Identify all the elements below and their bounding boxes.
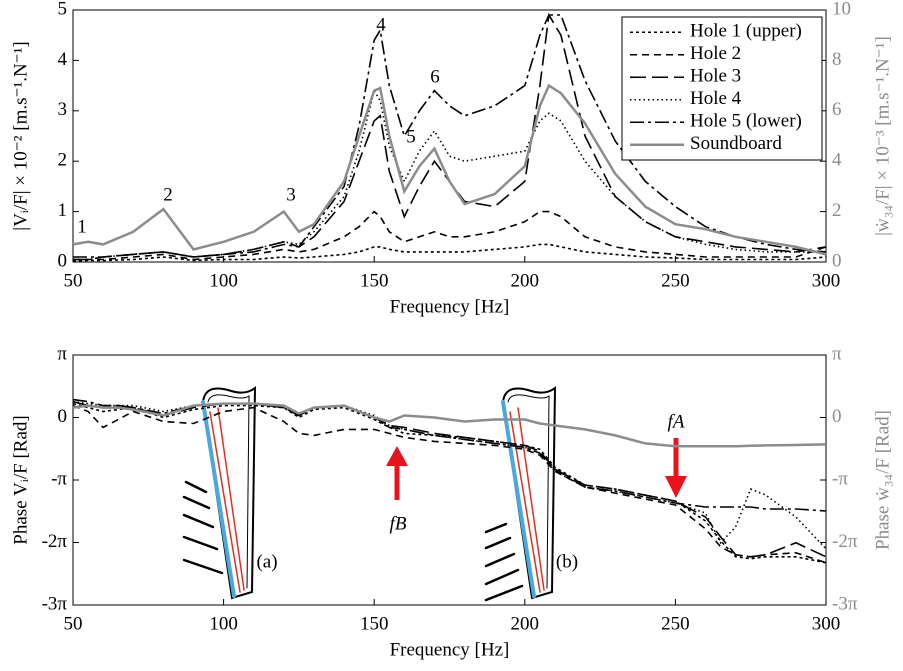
y-axis-label: |Vᵢ/F| × 10⁻² [m.s⁻¹.N⁻¹] — [10, 41, 31, 230]
y2-tick-label: -π — [832, 468, 848, 489]
annotation: 6 — [430, 66, 440, 87]
x-tick-label: 300 — [812, 270, 841, 291]
plot-frame — [72, 354, 827, 606]
series-line — [72, 243, 827, 262]
harp-icon — [182, 385, 257, 600]
series-line — [72, 83, 827, 256]
series-line — [73, 210, 827, 261]
series-line — [72, 402, 827, 564]
legend-label: Hole 5 (lower) — [690, 111, 802, 132]
y2-tick-label: 6 — [832, 99, 842, 120]
y-tick-label: 5 — [58, 0, 68, 19]
x-tick-label: 50 — [64, 270, 83, 291]
y2-tick-label: 0 — [832, 406, 842, 427]
x-tick-label: 300 — [812, 613, 841, 634]
x-tick-label: 150 — [360, 613, 389, 634]
y-tick-label: 3 — [58, 99, 68, 120]
annotation: 4 — [376, 14, 386, 35]
x-tick-label: 50 — [64, 613, 83, 634]
x-tick-label: 250 — [661, 613, 690, 634]
series-line — [72, 402, 827, 448]
y2-axis-label: Phase ẇ₃₄/F [Rad] — [872, 410, 893, 550]
x-tick-label: 100 — [209, 270, 238, 291]
y2-tick-label: 10 — [832, 0, 851, 19]
y2-tick-label: π — [832, 343, 842, 364]
legend-label: Soundboard — [690, 133, 782, 154]
series-line — [72, 398, 827, 512]
x-tick-label: 200 — [511, 270, 540, 291]
annotation: 1 — [77, 216, 87, 237]
legend-label: Hole 2 — [690, 43, 741, 64]
annotation: 5 — [406, 126, 416, 147]
legend-box — [621, 16, 823, 161]
y2-tick-label: 0 — [832, 250, 842, 271]
y2-axis-label: |ẇ₃₄/F| × 10⁻³ [m.s⁻¹.N⁻¹] — [872, 36, 893, 236]
x-tick-label: 200 — [511, 613, 540, 634]
annotation: (b) — [556, 551, 578, 572]
annotation: 2 — [163, 184, 173, 205]
x-tick-label: 100 — [209, 613, 238, 634]
y-tick-label: 0 — [58, 250, 68, 271]
y-tick-label: 2 — [58, 150, 68, 171]
x-axis-label: Frequency [Hz] — [390, 639, 510, 660]
annotation: fA — [668, 411, 685, 432]
plot-frame — [72, 9, 827, 263]
y-tick-label: 0 — [58, 406, 68, 427]
y2-tick-label: -3π — [832, 593, 858, 614]
y2-tick-label: -2π — [832, 531, 858, 552]
y-tick-label: 1 — [58, 200, 68, 221]
y-tick-label: -3π — [42, 593, 68, 614]
y-tick-label: -2π — [42, 531, 68, 552]
legend-label: Hole 4 — [690, 88, 742, 109]
series-line — [73, 88, 826, 261]
harp-icon — [484, 385, 557, 602]
annotation: fB — [390, 513, 407, 534]
y-tick-label: -π — [51, 468, 67, 489]
annotation: 3 — [286, 184, 296, 205]
annotation: (a) — [256, 551, 277, 572]
series-line — [72, 404, 827, 564]
y2-tick-label: 8 — [832, 49, 842, 70]
series-line — [72, 400, 827, 558]
x-axis-label: Frequency [Hz] — [390, 296, 510, 317]
series-line — [73, 14, 827, 258]
x-tick-label: 250 — [661, 270, 690, 291]
y-axis-label: Phase Vᵢ/F [Rad] — [10, 415, 31, 544]
arrow-head — [665, 476, 687, 498]
y2-tick-label: 4 — [832, 150, 842, 171]
y-tick-label: π — [57, 343, 67, 364]
y-tick-label: 4 — [58, 49, 68, 70]
y2-tick-label: 2 — [832, 200, 842, 221]
x-tick-label: 150 — [360, 270, 389, 291]
legend-label: Hole 3 — [690, 66, 741, 87]
legend-label: Hole 1 (upper) — [690, 21, 802, 42]
arrow-head — [386, 446, 408, 466]
